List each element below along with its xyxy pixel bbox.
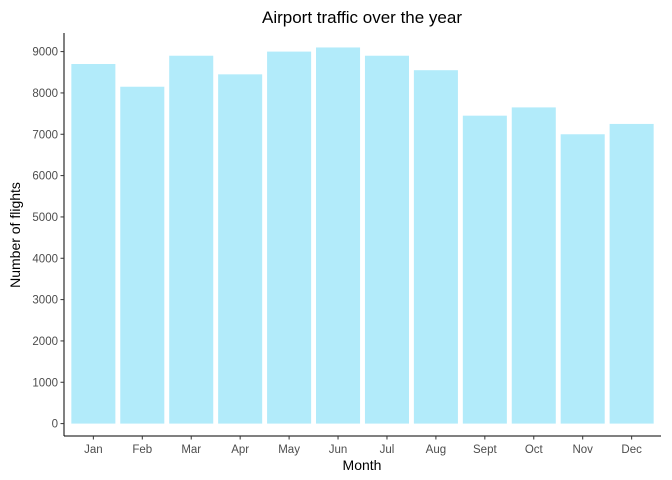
bar-jan	[71, 64, 116, 424]
bar-oct	[511, 107, 556, 424]
y-tick-label: 3000	[32, 295, 58, 307]
x-tick-label-nov: Nov	[572, 444, 593, 456]
y-axis-label: Number of flights	[7, 182, 23, 288]
bar-dec	[609, 123, 654, 424]
x-tick-label-feb: Feb	[132, 444, 152, 456]
y-tick-label: 0	[52, 419, 58, 431]
x-tick-label-dec: Dec	[621, 444, 642, 456]
bars-group	[71, 47, 654, 424]
y-tick-label: 4000	[32, 253, 58, 265]
bar-mar	[169, 55, 214, 424]
bar-aug	[413, 70, 458, 424]
bar-jun	[316, 47, 361, 424]
y-ticks: 0 1000 2000 3000 4000 5000 6000 7000 8000 9000	[32, 47, 64, 431]
x-tick-label-oct: Oct	[525, 444, 544, 456]
bar-may	[267, 51, 312, 424]
y-tick-label: 6000	[32, 171, 58, 183]
x-tick-label-mar: Mar	[181, 444, 201, 456]
x-tick-label-jun: Jun	[329, 444, 348, 456]
x-tick-label-jan: Jan	[84, 444, 103, 456]
x-ticks: Jan Feb Mar Apr May Jun Jul Aug Sept Oct Nov Dec	[84, 436, 642, 456]
bar-feb	[120, 86, 165, 424]
y-tick-label: 2000	[32, 336, 58, 348]
x-tick-label-apr: Apr	[231, 444, 249, 456]
y-tick-label: 7000	[32, 129, 58, 141]
x-axis-label: Month	[343, 457, 382, 473]
y-tick-label: 5000	[32, 212, 58, 224]
bar-apr	[218, 74, 263, 424]
bar-nov	[560, 134, 605, 424]
x-tick-label-may: May	[278, 444, 300, 456]
x-tick-label-sept: Sept	[473, 444, 497, 456]
x-axis: Jan Feb Mar Apr May Jun Jul Aug Sept Oct Nov Dec	[64, 435, 661, 456]
bar-sept	[462, 115, 507, 424]
y-tick-label: 9000	[32, 47, 58, 59]
x-tick-label-jul: Jul	[380, 444, 395, 456]
y-tick-label: 1000	[32, 377, 58, 389]
bar-jul	[364, 55, 409, 424]
y-axis: 0 1000 2000 3000 4000 5000 6000 7000 8000 9000	[32, 33, 65, 436]
y-tick-label: 8000	[32, 88, 58, 100]
x-tick-label-aug: Aug	[426, 444, 446, 456]
chart-title: Airport traffic over the year	[262, 8, 462, 27]
